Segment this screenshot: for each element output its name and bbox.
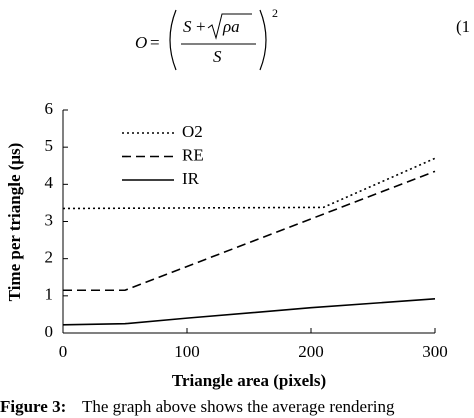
- x-tick-label: 300: [422, 342, 448, 361]
- eq-exp: 2: [272, 6, 278, 20]
- eq-lhs: O: [135, 33, 147, 52]
- y-tick-label: 4: [45, 173, 54, 192]
- series-line: [62, 298, 436, 326]
- y-tick-label: 6: [45, 99, 54, 118]
- caption-label: Figure 3:: [0, 397, 66, 416]
- sqrt: [207, 13, 252, 40]
- eq-number: (1: [456, 17, 470, 36]
- chart: 0 1 2 3 4 5 6 0 100 200 300 O2 RE IR: [45, 99, 448, 361]
- eq-num: S: [183, 17, 192, 36]
- x-label: Triangle area (pixels): [172, 371, 326, 390]
- series-line: [63, 170, 436, 292]
- paren: [169, 9, 177, 71]
- eq-plus: +: [196, 17, 206, 36]
- eq-den: S: [213, 47, 222, 66]
- y-tick-label: 1: [45, 285, 54, 304]
- y-tick-label: 2: [45, 248, 54, 267]
- legend-label: IR: [182, 169, 200, 188]
- caption-text: The graph above shows the average render…: [82, 397, 395, 416]
- x-tick-label: 0: [59, 342, 68, 361]
- y-tick-label: 0: [45, 322, 54, 341]
- x-tick-label: 100: [174, 342, 200, 361]
- x-tick-label: 200: [298, 342, 324, 361]
- legend-label: RE: [182, 145, 204, 164]
- paren: [259, 9, 267, 71]
- y-tick-label: 3: [45, 210, 54, 229]
- eq-rad: ρa: [222, 17, 240, 36]
- y-label: Time per triangle (μs): [5, 143, 24, 302]
- y-tick-label: 5: [45, 136, 54, 155]
- series-line: [62, 157, 436, 210]
- eq-sign: =: [150, 33, 160, 52]
- legend-label: O2: [182, 122, 203, 141]
